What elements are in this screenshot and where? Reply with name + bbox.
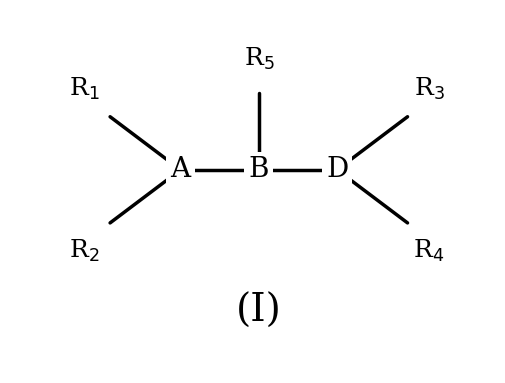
Text: B: B bbox=[248, 156, 269, 183]
Text: D: D bbox=[326, 156, 348, 183]
Text: R$_2$: R$_2$ bbox=[69, 238, 100, 264]
Text: R$_4$: R$_4$ bbox=[414, 238, 444, 264]
Text: R$_3$: R$_3$ bbox=[414, 75, 444, 102]
Text: (Ⅰ): (Ⅰ) bbox=[236, 293, 282, 330]
Text: A: A bbox=[171, 156, 190, 183]
Text: R$_1$: R$_1$ bbox=[69, 75, 100, 102]
Text: R$_5$: R$_5$ bbox=[243, 46, 274, 72]
